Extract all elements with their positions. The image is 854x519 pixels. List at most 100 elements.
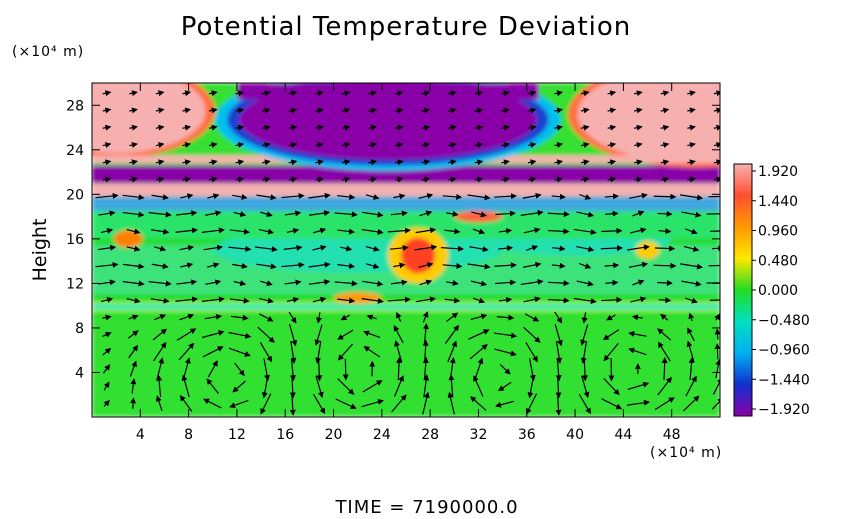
wind-arrow [422,356,429,381]
wind-arrow [627,381,650,391]
wind-arrow [632,210,645,217]
wind-arrow [634,142,643,148]
wind-arrow [126,228,141,235]
wind-arrow [309,210,331,217]
wind-arrow [421,124,431,131]
wind-arrow [341,107,351,114]
wind-arrow [361,211,384,218]
wind-arrow [315,107,324,114]
wind-arrow [685,228,698,235]
wind-arrow [337,378,355,395]
wind-arrow [470,396,487,411]
wind-arrow [208,90,218,97]
wind-arrow [182,142,192,148]
wind-arrow [260,211,273,218]
wind-arrow [394,340,403,363]
time-value: 7190000.0 [412,497,519,518]
wind-arrow [152,328,168,341]
wind-arrow [448,107,457,114]
wind-arrow [286,227,300,234]
wind-arrow [501,159,510,166]
wind-arrow [181,374,190,398]
wind-arrow [499,363,511,375]
wind-arrow [258,297,274,304]
wind-arrow [547,297,570,304]
wind-arrow [573,228,597,235]
wind-arrow [440,245,464,252]
wind-arrow [102,90,112,97]
wind-arrow [657,279,673,286]
wind-arrow [527,107,537,114]
wind-arrow [179,313,195,321]
wind-arrow [580,107,590,114]
wind-arrow [660,124,670,131]
wind-arrow [201,227,225,234]
wind-arrow [419,210,433,217]
wind-arrow [312,296,327,303]
wind-arrow [579,193,592,200]
wind-arrow [442,262,463,269]
wind-arrow [499,227,513,234]
wind-arrow [554,107,564,114]
wind-arrow [368,176,378,183]
wind-arrow [688,356,695,381]
wind-arrow [233,211,247,217]
wind-arrow [148,211,172,218]
wind-arrow [207,360,218,378]
wind-arrow [340,245,353,252]
wind-arrow [365,194,380,200]
wind-arrow [256,194,277,201]
wind-arrow [601,227,623,234]
wind-arrow [681,280,702,287]
wind-arrow [98,279,116,286]
wind-arrow [714,343,720,360]
colorbar-label: 0.000 [758,283,798,299]
wind-arrow [654,397,675,410]
wind-arrow [151,263,169,270]
y-axis-unit: (×10⁴ m) [12,44,85,60]
wind-arrow [554,142,564,148]
y-tick-label: 12 [66,276,84,292]
wind-arrow [660,313,669,321]
wind-arrow [95,192,119,199]
wind-arrow [685,297,698,304]
x-tick-label: 40 [566,427,584,443]
wind-arrow [308,192,331,199]
wind-arrow [263,358,270,382]
wind-arrow [520,278,544,286]
wind-arrow [448,124,457,131]
wind-arrow [286,296,300,303]
wind-arrow [628,261,649,268]
wind-arrow [554,124,564,131]
wind-arrow [527,142,537,148]
wind-arrow [681,211,702,218]
x-tick-label: 16 [276,427,294,443]
wind-arrow [495,400,515,408]
wind-arrow [497,381,512,392]
wind-arrow [102,332,112,338]
wind-arrow [474,176,484,183]
wind-arrow [205,210,222,217]
wind-arrow [469,344,488,360]
wind-arrow [175,227,198,234]
wind-arrow [130,397,137,409]
wind-arrow [229,228,250,235]
colorbar-label: 1.920 [758,164,798,180]
wind-arrow [284,210,302,217]
wind-arrow [657,376,672,396]
wind-arrow [337,228,356,235]
wind-arrow [257,326,275,343]
wind-arrow [390,210,408,217]
wind-arrow [713,90,720,97]
heatmap-dome-top [236,83,539,100]
wind-arrow [715,358,720,379]
x-tick-label: 4 [136,427,145,443]
wind-arrow [469,246,489,253]
wind-arrow [176,279,198,286]
wind-arrow [547,211,570,218]
colorbar-label: −0.960 [758,343,810,359]
wind-arrow [394,124,404,131]
y-tick-label: 4 [75,365,84,381]
wind-arrow [182,159,192,166]
wind-arrow [658,228,672,235]
